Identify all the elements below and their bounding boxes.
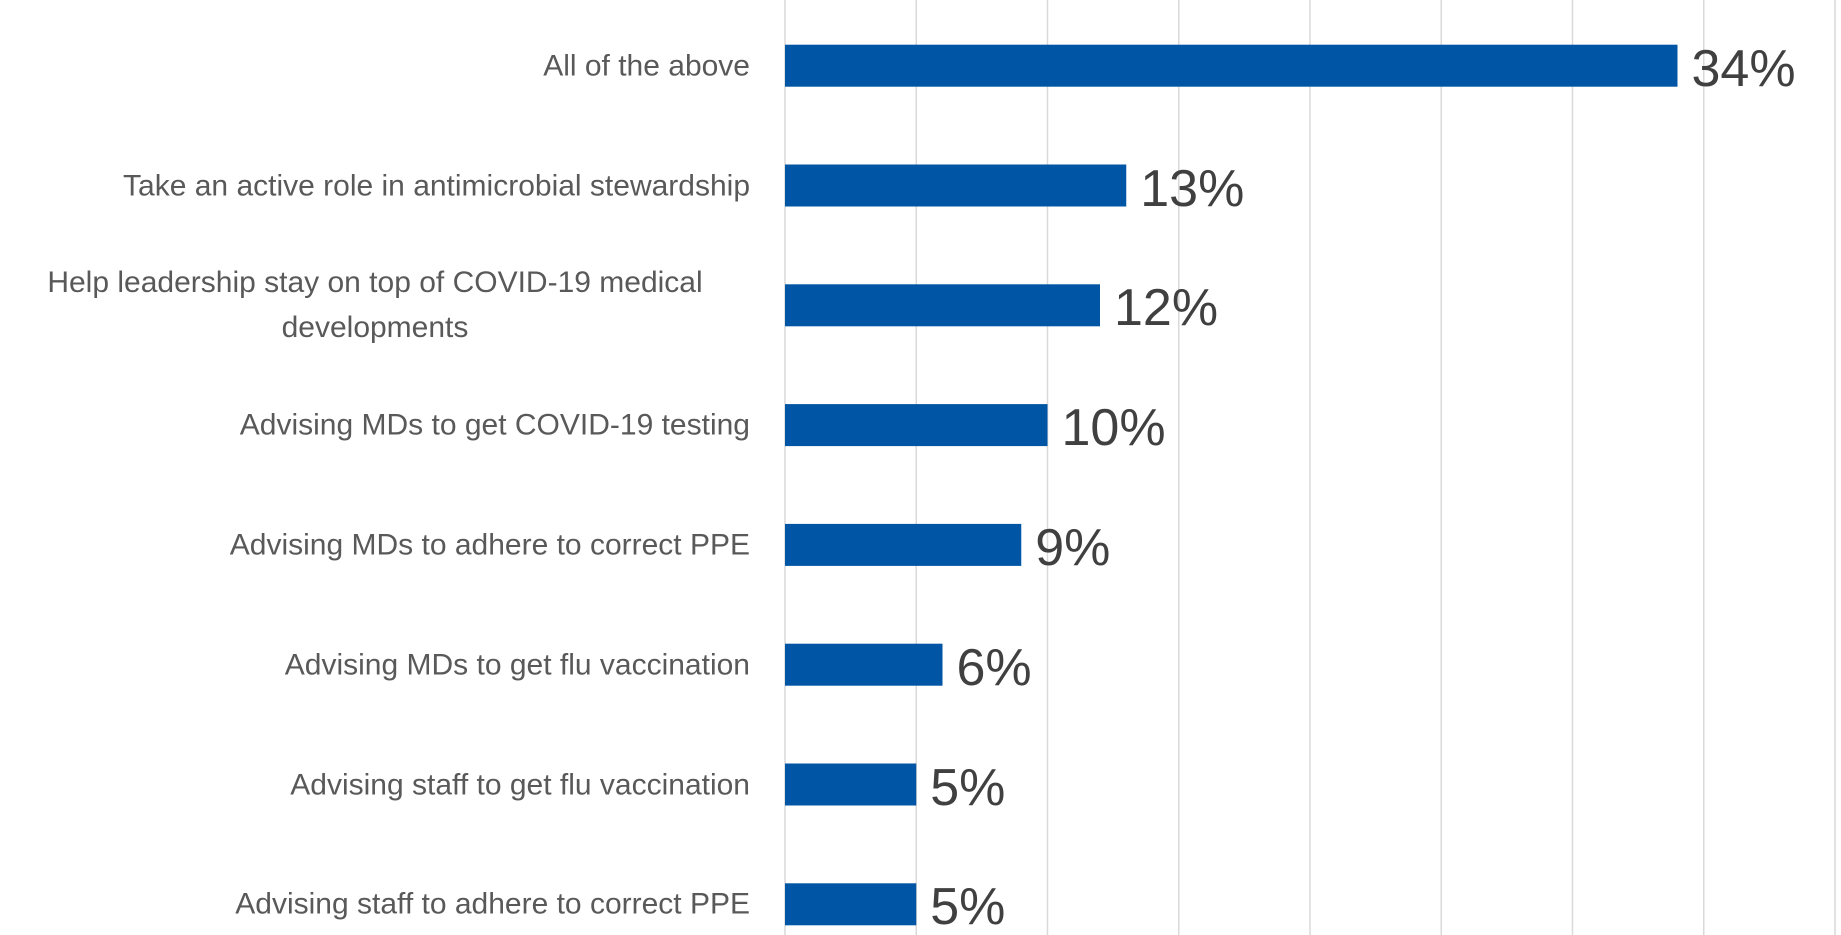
bar <box>785 164 1127 207</box>
bar <box>785 643 943 686</box>
value-label: 5% <box>930 758 1006 817</box>
value-label: 13% <box>1140 159 1245 218</box>
bar <box>785 763 917 806</box>
value-label: 10% <box>1061 399 1166 458</box>
bar <box>785 284 1100 327</box>
category-label: All of the above <box>543 49 750 83</box>
bar <box>785 44 1678 87</box>
category-label: Take an active role in antimicrobial ste… <box>123 169 750 202</box>
bar <box>785 404 1048 447</box>
category-label: Help leadership stay on top of COVID-19 … <box>47 266 703 345</box>
bar <box>785 883 917 926</box>
value-label: 34% <box>1691 39 1796 98</box>
value-label: 12% <box>1114 279 1219 338</box>
category-label: Advising MDs to get flu vaccination <box>284 648 750 682</box>
category-label: Advising MDs to adhere to correct PPE <box>229 528 750 562</box>
value-label: 6% <box>956 638 1032 697</box>
category-label: Advising staff to adhere to correct PPE <box>235 887 750 921</box>
category-label: Advising staff to get flu vaccination <box>290 768 750 801</box>
bar <box>785 523 1022 566</box>
category-label: Advising MDs to get COVID-19 testing <box>239 408 750 442</box>
value-label: 5% <box>930 878 1006 935</box>
value-label: 9% <box>1035 518 1111 577</box>
